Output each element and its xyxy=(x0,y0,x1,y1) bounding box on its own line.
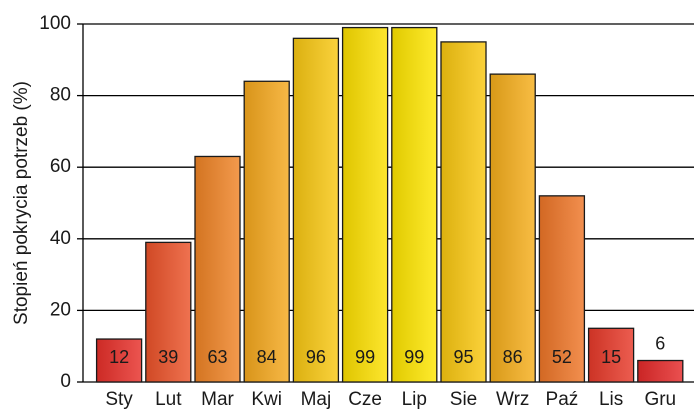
bar xyxy=(538,195,586,383)
value-label: 95 xyxy=(453,347,473,367)
bar xyxy=(292,37,340,383)
bar xyxy=(440,41,487,383)
value-label: 63 xyxy=(207,347,227,367)
x-tick-label: Lis xyxy=(599,389,623,409)
y-tick-label: 20 xyxy=(50,299,71,320)
value-label: 99 xyxy=(404,347,424,367)
bar xyxy=(194,155,241,383)
y-tick-label: 60 xyxy=(50,156,71,177)
value-label: 12 xyxy=(109,347,129,367)
bar xyxy=(489,73,536,383)
x-tick-label: Cze xyxy=(348,389,382,409)
y-tick-label: 0 xyxy=(60,371,71,392)
x-tick-label: Kwi xyxy=(251,389,282,409)
x-tick-label: Paź xyxy=(546,389,579,409)
bar xyxy=(587,327,635,383)
value-label: 96 xyxy=(306,347,326,367)
bar xyxy=(243,80,290,383)
value-label: 6 xyxy=(655,333,665,353)
x-tick-label: Mar xyxy=(201,389,234,409)
x-tick-label: Gru xyxy=(644,389,676,409)
bar xyxy=(637,359,684,383)
bar xyxy=(391,26,438,383)
value-label: 52 xyxy=(552,347,572,367)
bar xyxy=(341,26,389,383)
x-tick-label: Sty xyxy=(105,389,133,409)
value-label: 99 xyxy=(355,347,375,367)
x-tick-label: Maj xyxy=(301,389,332,409)
value-label: 15 xyxy=(601,347,621,367)
value-label: 84 xyxy=(257,347,277,367)
y-tick-label: 80 xyxy=(50,85,71,106)
y-tick-label: 100 xyxy=(39,13,71,34)
value-label: 39 xyxy=(158,347,178,367)
value-label: 86 xyxy=(503,347,523,367)
bar xyxy=(145,241,192,383)
y-tick-label: 40 xyxy=(50,228,71,249)
x-tick-label: Sie xyxy=(450,389,477,409)
x-tick-label: Lut xyxy=(155,389,182,409)
x-tick-label: Wrz xyxy=(496,389,529,409)
bar xyxy=(95,338,143,383)
y-axis-title: Stopień pokrycia potrzeb (%) xyxy=(11,81,32,325)
x-tick-label: Lip xyxy=(402,389,427,409)
